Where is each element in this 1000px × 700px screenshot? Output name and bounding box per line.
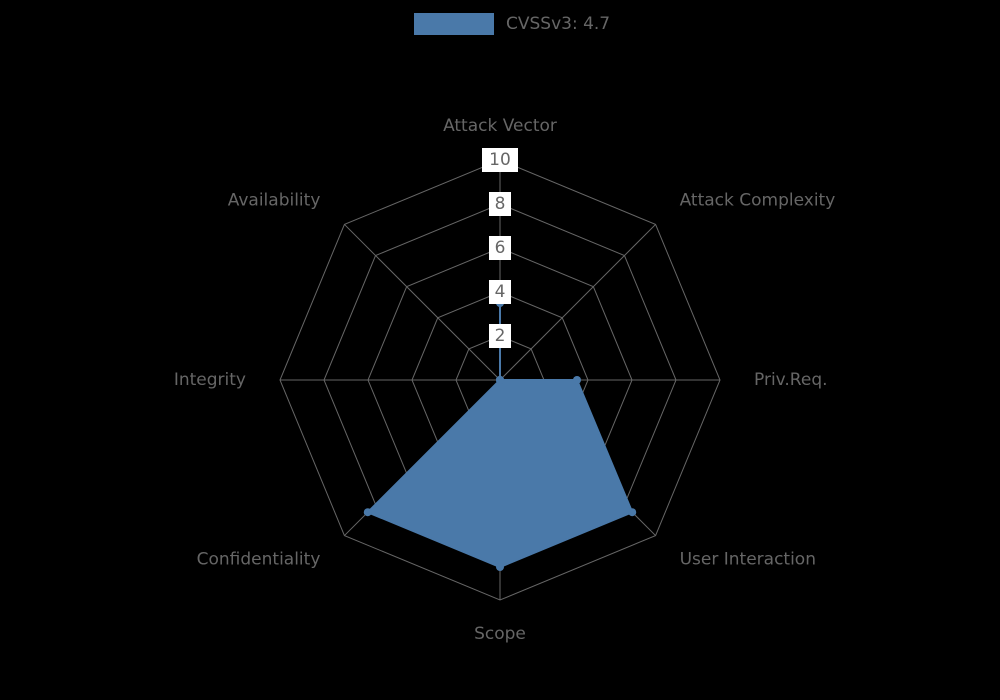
- radar-chart: 2 4 6 8 10 Attack Vector Attack Complexity Priv…: [0, 0, 1000, 700]
- legend-label: CVSSv3: 4.7: [506, 14, 610, 34]
- radar-tick-label: 2: [495, 326, 506, 346]
- radar-tick-label: 10: [489, 150, 511, 170]
- radar-axis-label: Availability: [228, 190, 321, 210]
- radar-axis-label: User Interaction: [680, 550, 816, 570]
- radar-series-point: [573, 376, 581, 384]
- radar-series-point: [496, 563, 504, 571]
- radar-chart-container: 2 4 6 8 10 Attack Vector Attack Complexity Priv…: [0, 0, 1000, 700]
- radar-axis-label: Integrity: [174, 370, 246, 390]
- radar-axis-label: Attack Complexity: [680, 190, 836, 210]
- radar-axis-label: Confidentiality: [197, 550, 321, 570]
- radar-tick-label: 8: [495, 194, 506, 214]
- radar-tick-label: 6: [495, 238, 506, 258]
- legend-swatch: [414, 13, 494, 35]
- radar-series-point: [496, 376, 504, 384]
- radar-axis-label: Scope: [474, 624, 526, 644]
- radar-axis-label: Priv.Req.: [754, 370, 828, 390]
- radar-axis-label: Attack Vector: [443, 116, 557, 136]
- radar-tick-label: 4: [495, 282, 506, 302]
- radar-series-point: [628, 508, 636, 516]
- radar-series-point: [364, 508, 372, 516]
